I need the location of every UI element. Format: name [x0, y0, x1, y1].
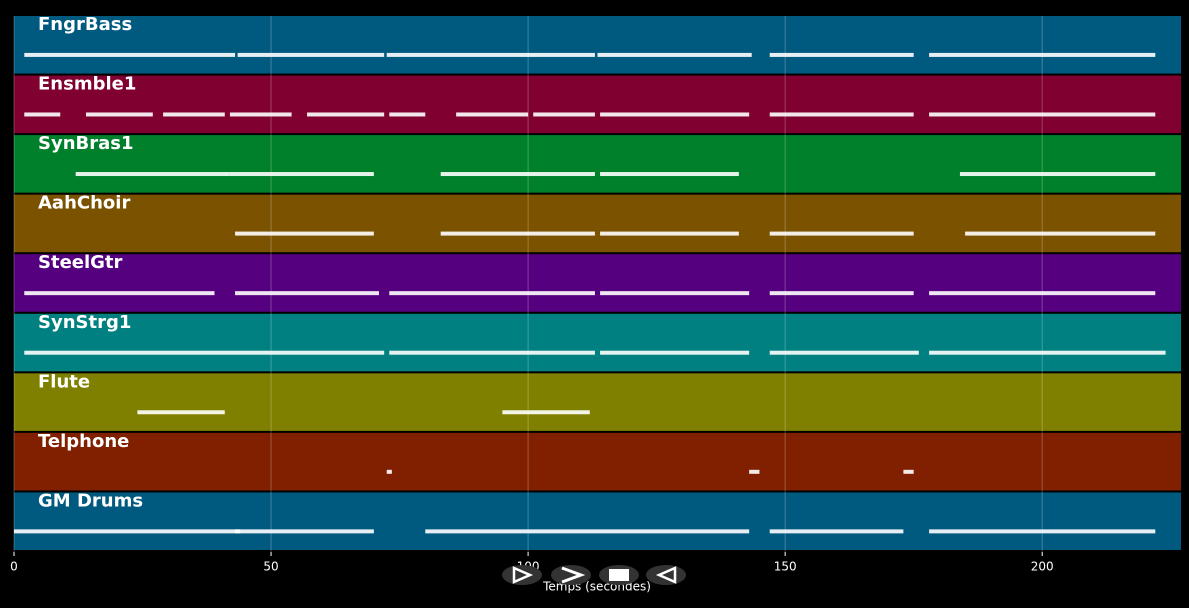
track-band	[14, 432, 1181, 491]
note-phrase	[929, 529, 1156, 534]
note-phrase	[597, 52, 752, 57]
track-band	[14, 373, 1181, 431]
track-band	[14, 492, 1181, 550]
note-phrase	[533, 112, 595, 117]
note-phrase	[237, 52, 385, 57]
note-phrase	[600, 112, 750, 117]
track-band	[14, 75, 1181, 134]
note-phrase	[85, 112, 153, 117]
note-phrase	[235, 291, 380, 296]
note-phrase	[769, 231, 914, 236]
playback-controls	[502, 565, 686, 585]
note-phrase	[502, 410, 590, 415]
note-phrase	[600, 291, 750, 296]
note-phrase	[389, 350, 595, 355]
x-tick-label: 150	[774, 560, 797, 574]
note-phrase	[769, 529, 904, 534]
note-phrase	[389, 112, 426, 117]
x-tick-label: 200	[1031, 560, 1054, 574]
track-name: Telphone	[38, 431, 129, 452]
note-phrase	[75, 172, 230, 177]
play-button[interactable]	[502, 565, 542, 585]
forward-icon	[561, 566, 586, 584]
note-phrase	[14, 529, 241, 534]
track-name: Flute	[38, 371, 90, 392]
note-phrase	[386, 52, 595, 57]
back-button[interactable]	[646, 565, 686, 585]
note-phrase	[24, 291, 215, 296]
note-phrase	[600, 172, 739, 177]
track-band	[14, 135, 1181, 193]
note-phrase	[235, 529, 374, 534]
x-tick-label: 50	[263, 560, 278, 574]
note-phrase	[386, 469, 392, 474]
track-band	[14, 254, 1181, 312]
note-phrase	[229, 172, 374, 177]
x-tick-label: 0	[10, 560, 18, 574]
track-name: AahChoir	[38, 193, 130, 214]
note-phrase	[929, 291, 1156, 296]
track-band	[14, 16, 1181, 74]
note-phrase	[929, 52, 1156, 57]
track-name: FngrBass	[38, 14, 132, 35]
note-phrase	[769, 350, 919, 355]
note-phrase	[307, 112, 385, 117]
note-phrase	[440, 231, 595, 236]
note-phrase	[769, 112, 914, 117]
note-phrase	[163, 112, 225, 117]
forward-button[interactable]	[551, 565, 591, 585]
track-band	[14, 194, 1181, 253]
note-phrase	[959, 172, 1156, 177]
note-phrase	[749, 469, 760, 474]
back-icon	[655, 566, 677, 584]
note-phrase	[903, 469, 914, 474]
note-phrase	[600, 350, 750, 355]
play-icon	[512, 566, 534, 584]
track-band	[14, 313, 1181, 372]
track-name: Ensmble1	[38, 74, 136, 95]
track-name: SteelGtr	[38, 252, 123, 273]
note-phrase	[929, 112, 1156, 117]
note-phrase	[440, 172, 595, 177]
note-phrase	[965, 231, 1156, 236]
note-phrase	[24, 350, 385, 355]
note-phrase	[769, 291, 914, 296]
track-name: GM Drums	[38, 490, 143, 511]
note-phrase	[389, 291, 595, 296]
note-phrase	[229, 112, 292, 117]
note-phrase	[235, 231, 374, 236]
note-phrase	[137, 410, 225, 415]
note-phrase	[425, 529, 750, 534]
note-phrase	[769, 52, 914, 57]
note-phrase	[24, 112, 61, 117]
track-name: SynStrg1	[38, 312, 131, 333]
note-phrase	[929, 350, 1166, 355]
note-phrase	[456, 112, 529, 117]
note-phrase	[24, 52, 236, 57]
note-phrase	[600, 231, 739, 236]
stop-icon	[609, 569, 629, 581]
track-name: SynBras1	[38, 133, 134, 154]
